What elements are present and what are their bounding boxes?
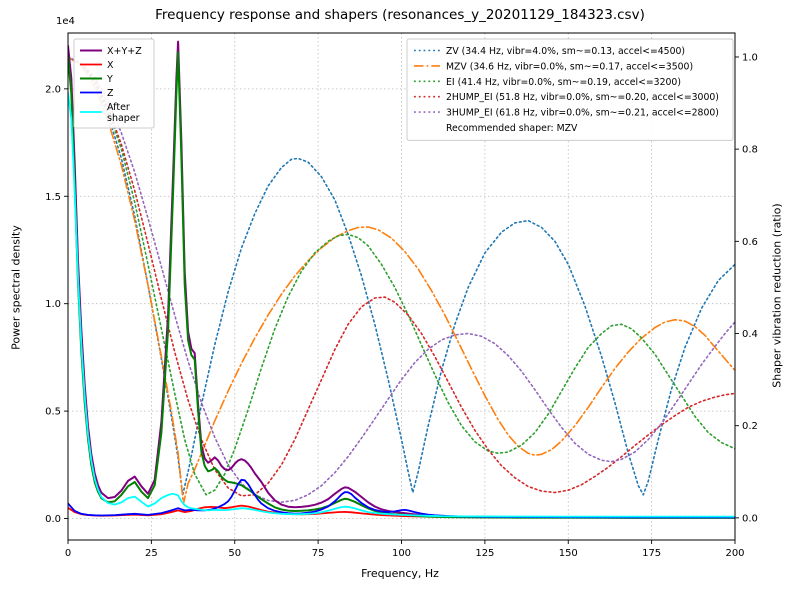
series-z bbox=[68, 478, 735, 519]
y-left-tick-label: 1.0 bbox=[45, 299, 61, 310]
y-left-tick-label: 2.0 bbox=[45, 84, 61, 95]
legend-recommended-shaper: Recommended shaper: MZV bbox=[446, 123, 578, 134]
legend-psd-label: X bbox=[107, 60, 114, 71]
legend-shaper-label: MZV (34.6 Hz, vibr=0.0%, sm~=0.17, accel… bbox=[446, 61, 693, 72]
x-tick-label: 75 bbox=[312, 548, 325, 559]
legend-shapers-frame bbox=[406, 38, 734, 141]
series-after-shaper bbox=[68, 92, 735, 518]
x-tick-label: 175 bbox=[642, 548, 661, 559]
legend-psd-label: X+Y+Z bbox=[107, 46, 142, 57]
legend-shaper-label: 2HUMP_EI (51.8 Hz, vibr=0.0%, sm~=0.20, … bbox=[446, 92, 719, 103]
y-left-tick-label: 1.5 bbox=[45, 192, 61, 203]
x-tick-label: 100 bbox=[392, 548, 411, 559]
y-right-tick-label: 0.2 bbox=[742, 421, 758, 432]
ticks: 0 25 50 75 100 125 150 175 200 0.0 0.5 1.0 1.5 2.0 0.0… bbox=[45, 52, 758, 559]
y-right-tick-label: 0.8 bbox=[742, 145, 758, 156]
series-2hump-ei bbox=[68, 56, 735, 497]
legend-shaper-label: ZV (34.4 Hz, vibr=4.0%, sm~=0.13, accel<… bbox=[446, 46, 685, 57]
series-group bbox=[68, 40, 735, 519]
x-tick-label: 50 bbox=[228, 548, 241, 559]
legend-psd-label: Y bbox=[106, 74, 113, 85]
legend-psd-label: shaper bbox=[107, 113, 140, 124]
x-tick-label: 150 bbox=[559, 548, 578, 559]
frequency-axis-label: Frequency, Hz bbox=[361, 567, 439, 580]
series-zv bbox=[68, 56, 735, 496]
series-3hump-ei bbox=[68, 56, 735, 503]
series-ei bbox=[68, 56, 735, 496]
y-right-tick-label: 0.6 bbox=[742, 237, 758, 248]
legend-shaper-label: 3HUMP_EI (61.8 Hz, vibr=0.0%, sm~=0.21, … bbox=[446, 108, 719, 119]
y-left-tick-label: 0.0 bbox=[45, 514, 61, 525]
x-tick-label: 125 bbox=[475, 548, 494, 559]
y-right-tick-label: 0.4 bbox=[742, 329, 758, 340]
y-right-tick-label: 1.0 bbox=[742, 52, 758, 63]
figure-title: Frequency response and shapers (resonanc… bbox=[155, 7, 645, 23]
y-right-tick-label: 0.0 bbox=[742, 513, 758, 524]
legend-psd-label: Z bbox=[107, 88, 114, 99]
series-mzv bbox=[68, 56, 735, 505]
x-tick-label: 0 bbox=[65, 548, 71, 559]
legend-psd-label: After bbox=[107, 102, 130, 113]
x-tick-label: 200 bbox=[725, 548, 744, 559]
axis-offset-text: 1e4 bbox=[56, 16, 75, 27]
legend-psd-frame bbox=[73, 38, 155, 129]
legend-shapers: ZV (34.4 Hz, vibr=4.0%, sm~=0.13, accel<… bbox=[406, 38, 734, 141]
y-left-tick-label: 0.5 bbox=[45, 407, 61, 418]
legend-shaper-label: EI (41.4 Hz, vibr=0.0%, sm~=0.19, accel<… bbox=[446, 77, 681, 88]
x-tick-label: 25 bbox=[145, 548, 158, 559]
